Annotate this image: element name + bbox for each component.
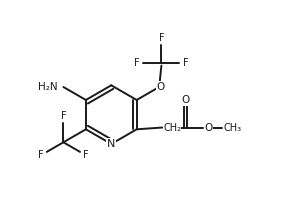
- Text: N: N: [107, 139, 115, 149]
- Text: CH₃: CH₃: [223, 123, 241, 133]
- Text: F: F: [38, 150, 44, 160]
- Text: O: O: [204, 123, 213, 133]
- Text: F: F: [60, 111, 66, 121]
- Text: F: F: [183, 58, 189, 68]
- Text: O: O: [156, 82, 164, 92]
- Text: F: F: [159, 34, 164, 43]
- Text: CH₂: CH₂: [163, 123, 181, 133]
- Text: F: F: [134, 58, 139, 68]
- Text: F: F: [83, 150, 89, 160]
- Text: O: O: [181, 95, 190, 106]
- Text: H₂N: H₂N: [38, 82, 58, 92]
